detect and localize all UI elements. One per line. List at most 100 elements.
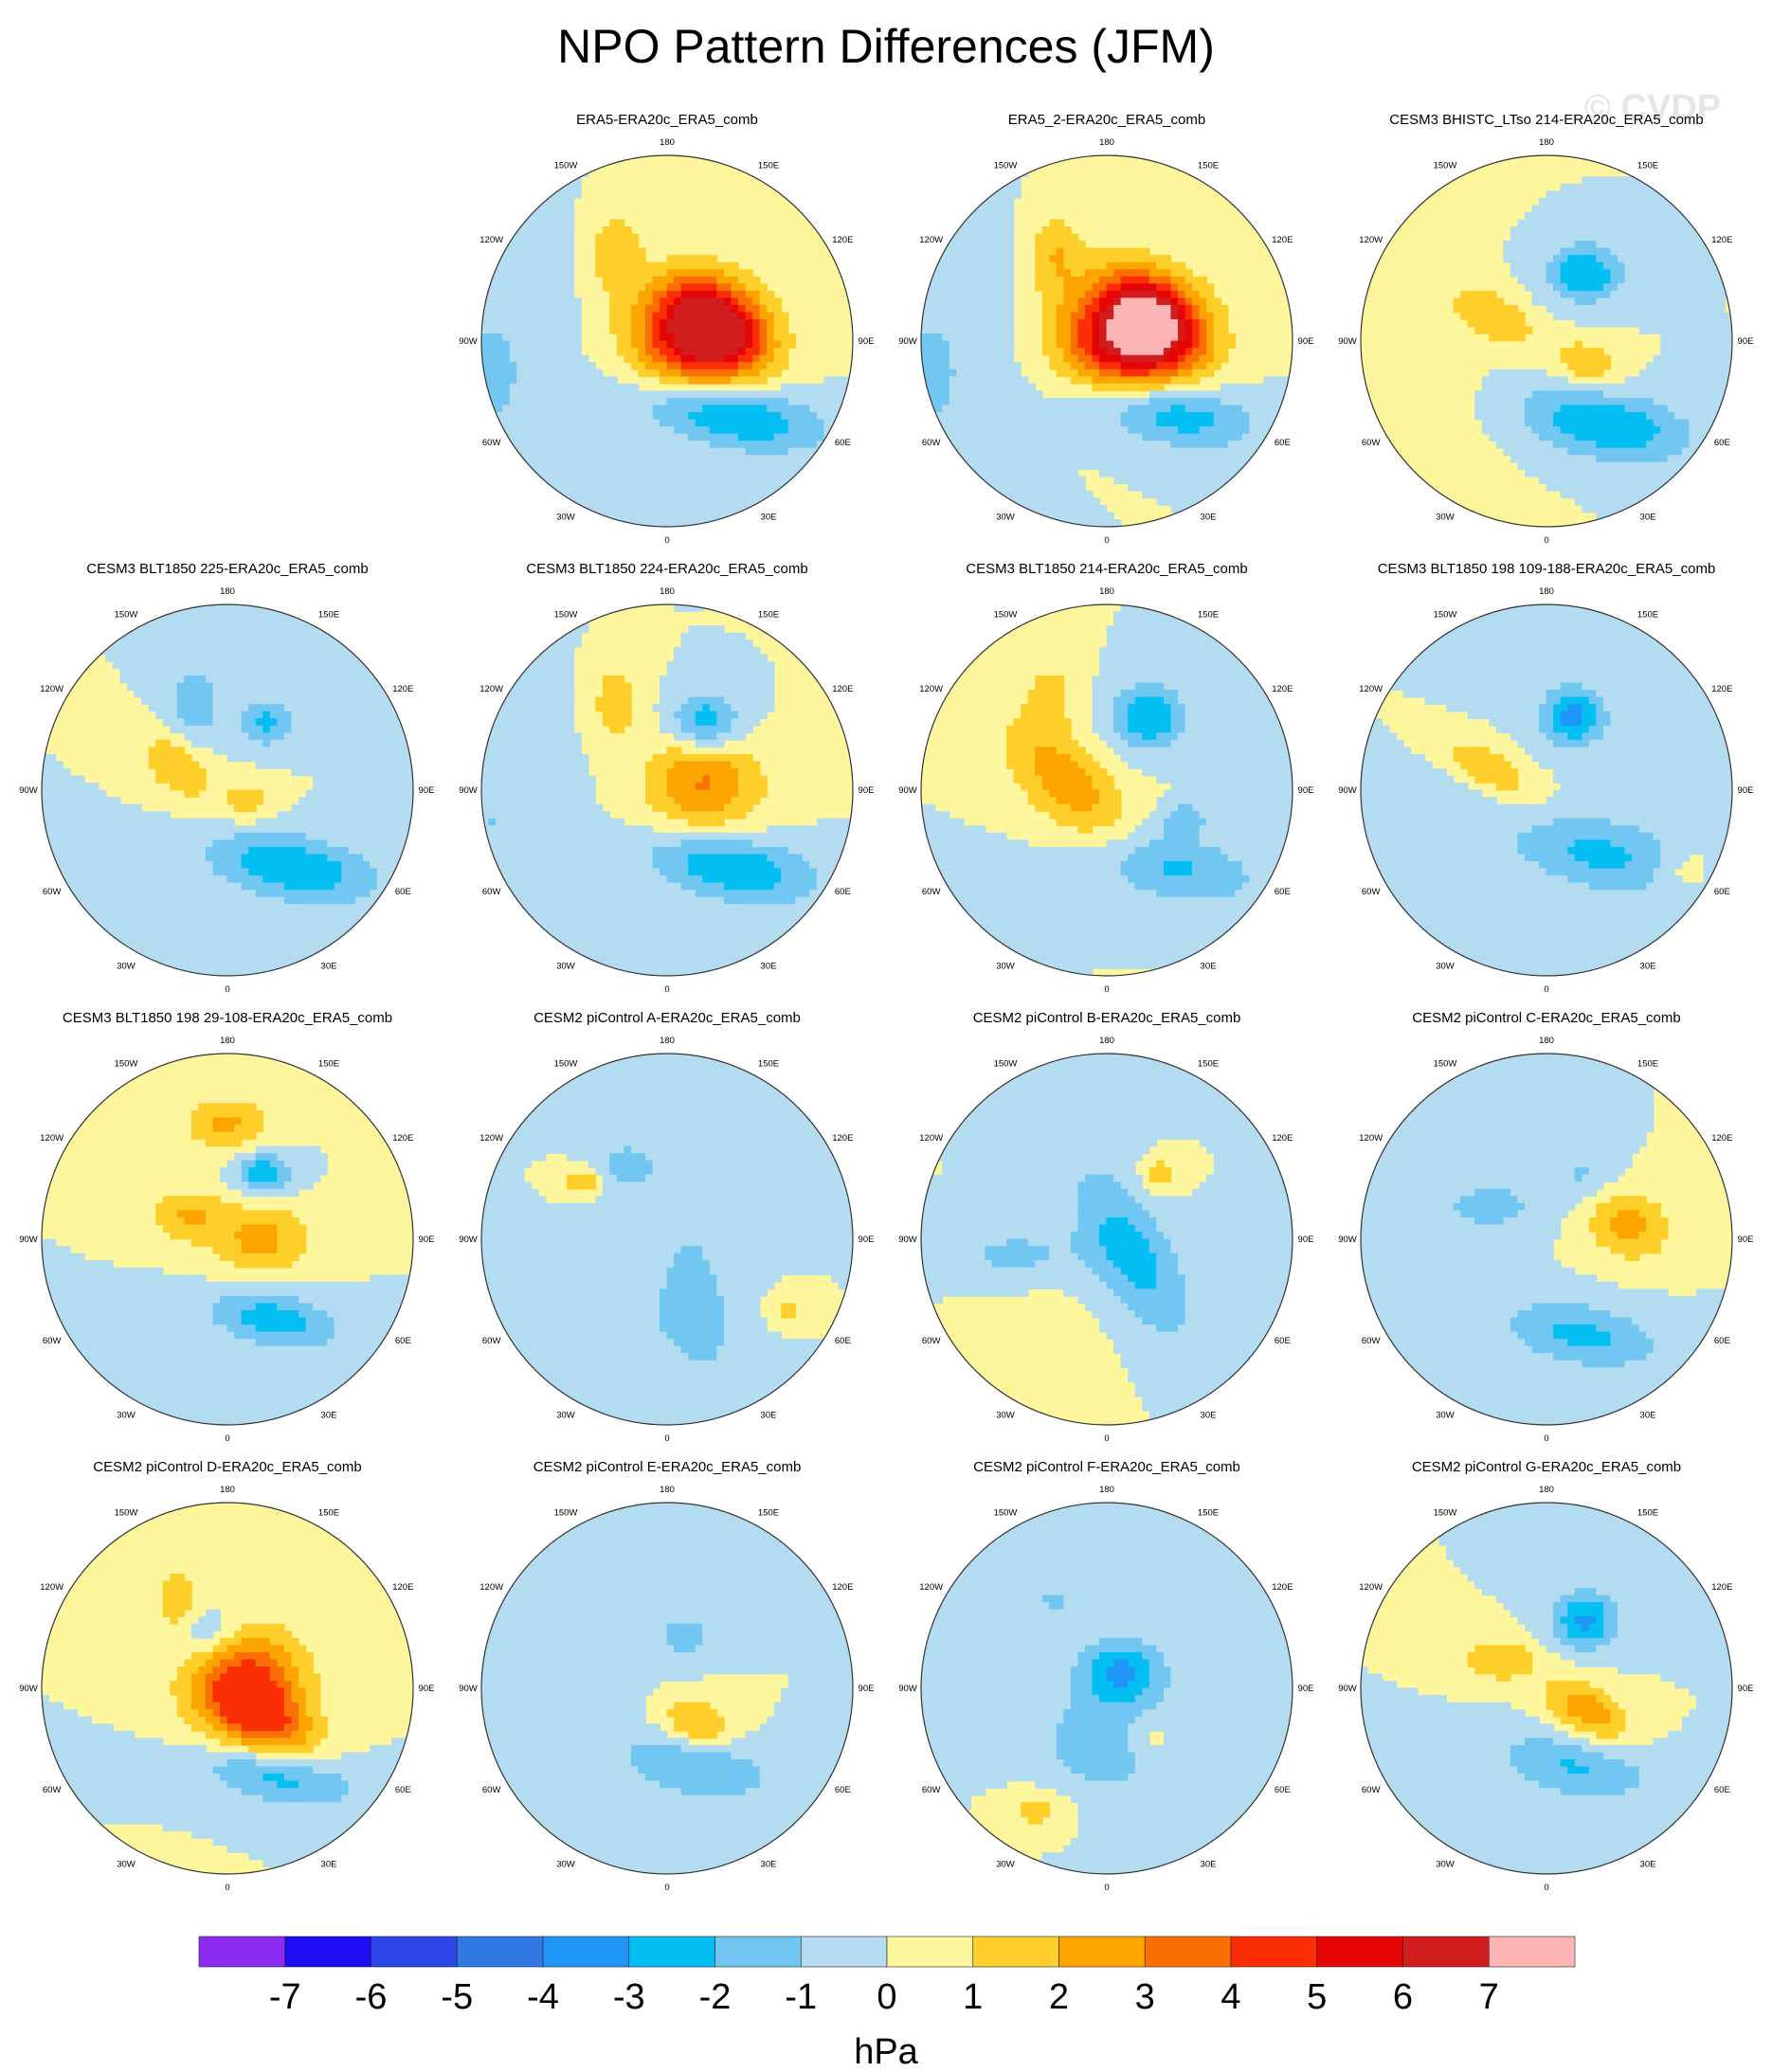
field-cell xyxy=(1567,276,1576,285)
field-cell xyxy=(1184,354,1193,364)
field-cell xyxy=(170,711,178,720)
field-cell xyxy=(523,362,533,370)
field-cell xyxy=(723,340,732,349)
field-cell xyxy=(42,761,49,769)
field-cell xyxy=(1681,247,1691,256)
field-cell xyxy=(502,276,511,285)
field-cell xyxy=(759,461,768,471)
field-cell xyxy=(1646,312,1654,320)
field-cell xyxy=(1177,461,1186,471)
field-cell xyxy=(674,447,682,457)
field-cell xyxy=(1531,461,1540,471)
field-cell xyxy=(1553,390,1562,399)
field-cell xyxy=(1667,318,1676,328)
field-cell xyxy=(759,483,768,492)
field-cell xyxy=(991,419,1001,427)
field-cell xyxy=(1717,348,1726,356)
field-cell xyxy=(1134,405,1144,413)
field-cell xyxy=(688,483,696,492)
field-cell xyxy=(1681,376,1691,385)
field-cell xyxy=(1056,261,1065,271)
field-cell xyxy=(1474,290,1483,299)
field-cell xyxy=(1524,326,1533,334)
field-cell xyxy=(1638,476,1647,485)
field-cell xyxy=(1148,304,1158,314)
field-cell xyxy=(1546,290,1554,299)
field-cell xyxy=(1632,419,1640,427)
field-cell xyxy=(1695,290,1705,299)
field-cell xyxy=(991,312,1001,320)
field-cell xyxy=(1099,512,1108,520)
field-cell xyxy=(752,483,761,492)
field-cell xyxy=(1539,369,1547,378)
field-cell xyxy=(545,333,553,342)
field-cell xyxy=(1610,290,1618,299)
field-cell xyxy=(1070,512,1079,520)
field-cell xyxy=(1084,405,1094,413)
field-cell xyxy=(551,348,561,356)
field-cell xyxy=(1006,304,1015,314)
field-cell xyxy=(716,261,725,271)
field-cell xyxy=(660,497,668,506)
field-cell xyxy=(1567,283,1576,292)
field-cell xyxy=(609,383,618,392)
field-cell xyxy=(1063,411,1072,421)
field-cell xyxy=(616,512,625,520)
field-cell xyxy=(1056,304,1065,314)
field-cell xyxy=(1709,312,1719,320)
field-cell xyxy=(1035,497,1043,506)
field-cell xyxy=(1667,362,1676,370)
field-cell xyxy=(816,411,825,421)
field-cell xyxy=(77,818,85,827)
field-cell xyxy=(991,476,1001,485)
field-cell xyxy=(963,426,972,435)
field-cell xyxy=(1077,290,1086,299)
field-cell xyxy=(545,397,553,406)
field-cell xyxy=(1106,276,1114,285)
field-cell xyxy=(1524,383,1533,392)
field-cell xyxy=(134,646,142,656)
field-cell xyxy=(1489,376,1497,385)
field-cell xyxy=(1199,297,1207,306)
field-cell xyxy=(1227,405,1237,413)
field-cell xyxy=(1689,276,1697,285)
field-cell xyxy=(970,304,979,314)
field-cell xyxy=(1021,455,1029,463)
field-cell xyxy=(688,354,696,364)
field-cell xyxy=(991,261,1001,271)
field-cell xyxy=(184,882,192,891)
field-cell xyxy=(1517,411,1526,421)
field-cell xyxy=(1041,455,1051,463)
field-cell xyxy=(1624,405,1633,413)
field-cell xyxy=(1567,247,1576,256)
field-cell xyxy=(1128,433,1136,441)
field-cell xyxy=(1539,447,1547,457)
field-cell xyxy=(1021,490,1029,499)
field-cell xyxy=(1602,354,1612,364)
field-cell xyxy=(1531,447,1540,457)
field-cell xyxy=(1092,318,1100,328)
field-cell xyxy=(1035,476,1043,485)
field-cell xyxy=(190,839,200,848)
field-cell xyxy=(1510,390,1519,399)
field-cell xyxy=(105,925,114,934)
field-cell xyxy=(1588,318,1598,328)
field-cell xyxy=(1588,261,1598,271)
field-cell xyxy=(1199,426,1207,435)
field-cell xyxy=(716,461,725,471)
field-cell xyxy=(723,504,732,513)
field-cell xyxy=(999,362,1007,370)
field-cell xyxy=(745,326,753,334)
field-cell xyxy=(1184,297,1193,306)
field-cell xyxy=(77,875,85,884)
field-cell xyxy=(170,767,178,777)
field-cell xyxy=(602,419,611,427)
field-cell xyxy=(1120,397,1130,406)
field-cell xyxy=(956,283,965,292)
field-cell xyxy=(1602,383,1612,392)
field-cell xyxy=(1006,247,1015,256)
field-cell xyxy=(1610,433,1618,441)
field-cell xyxy=(1035,469,1043,477)
field-cell xyxy=(141,640,150,648)
field-cell xyxy=(674,476,682,485)
